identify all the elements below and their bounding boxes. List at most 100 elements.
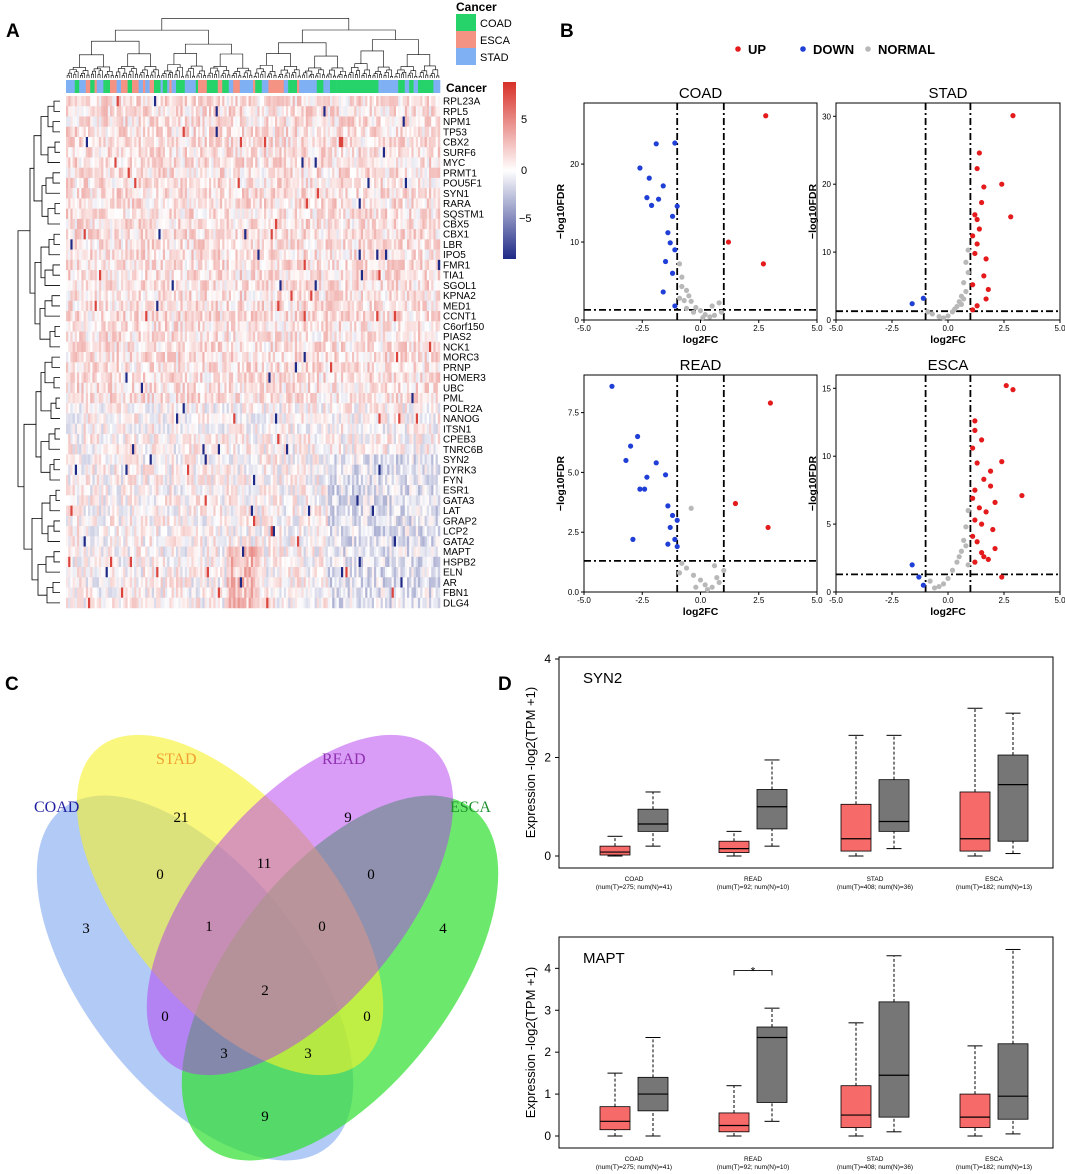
annotation-cell-esca bbox=[198, 80, 203, 93]
heatmap-cell bbox=[270, 311, 274, 322]
heatmap-cell bbox=[389, 106, 392, 117]
heatmap-cell bbox=[422, 126, 425, 138]
heatmap-cell bbox=[226, 300, 230, 312]
heatmap-cell bbox=[162, 167, 166, 179]
heatmap-cell bbox=[167, 116, 170, 127]
heatmap-cell bbox=[277, 280, 280, 291]
heatmap-cell bbox=[402, 341, 406, 353]
heatmap-cell bbox=[182, 259, 186, 271]
heatmap-cell bbox=[200, 177, 203, 189]
heatmap-cell bbox=[154, 147, 157, 158]
heatmap-cell bbox=[319, 311, 322, 322]
heatmap-cell bbox=[101, 300, 104, 312]
heatmap-cell bbox=[74, 239, 78, 250]
heatmap-cell bbox=[360, 341, 364, 353]
heatmap-cell bbox=[426, 362, 430, 373]
heatmap-cell bbox=[176, 106, 179, 117]
heatmap-cell bbox=[257, 321, 260, 332]
heatmap-cell bbox=[294, 126, 298, 138]
heatmap-cell bbox=[250, 136, 254, 148]
heatmap-cell bbox=[68, 136, 71, 148]
heatmap-cell bbox=[358, 362, 362, 373]
heatmap-cell bbox=[431, 249, 434, 261]
heatmap-cell bbox=[424, 321, 428, 332]
heatmap-cell bbox=[402, 259, 406, 271]
heatmap-cell bbox=[244, 352, 247, 363]
column-dendrogram-branch bbox=[360, 50, 384, 68]
heatmap-cell bbox=[424, 249, 428, 261]
heatmap-cell bbox=[257, 341, 260, 353]
heatmap-cell bbox=[336, 280, 340, 291]
heatmap-cell bbox=[385, 331, 388, 343]
heatmap-cell bbox=[316, 218, 320, 230]
heatmap-cell bbox=[367, 218, 370, 230]
heatmap-cell bbox=[266, 198, 269, 209]
heatmap-cell bbox=[127, 362, 131, 373]
heatmap-cell bbox=[345, 331, 348, 343]
heatmap-cell bbox=[154, 290, 157, 302]
heatmap-cell bbox=[233, 188, 236, 199]
heatmap-cell bbox=[110, 188, 113, 199]
heatmap-cell bbox=[206, 188, 210, 199]
heatmap-cell bbox=[193, 126, 197, 138]
heatmap-cell bbox=[413, 167, 417, 179]
heatmap-cell bbox=[105, 270, 109, 281]
heatmap-cell bbox=[281, 136, 285, 148]
heatmap-cell bbox=[202, 218, 205, 230]
heatmap-cell bbox=[228, 321, 232, 332]
row-dendrogram-branch bbox=[47, 146, 60, 163]
heatmap-cell bbox=[433, 126, 436, 138]
heatmap-cell bbox=[327, 341, 331, 353]
heatmap-cell bbox=[151, 239, 155, 250]
heatmap-cell bbox=[191, 362, 194, 373]
heatmap-cell bbox=[358, 116, 362, 127]
heatmap-cell bbox=[275, 96, 278, 107]
heatmap-cell bbox=[433, 280, 436, 291]
heatmap-cell bbox=[156, 372, 159, 383]
heatmap-cell bbox=[189, 136, 192, 148]
heatmap-cell bbox=[418, 167, 421, 179]
heatmap-cell bbox=[314, 341, 318, 353]
heatmap-cell bbox=[356, 198, 359, 209]
heatmap-cell bbox=[182, 311, 186, 322]
heatmap-cell bbox=[376, 147, 379, 158]
heatmap-cell bbox=[422, 208, 425, 220]
heatmap-cell bbox=[426, 208, 430, 220]
heatmap-cell bbox=[325, 362, 329, 373]
heatmap-cell bbox=[134, 198, 137, 209]
heatmap-cell bbox=[266, 372, 269, 383]
heatmap-cell bbox=[110, 331, 113, 343]
heatmap-cell bbox=[303, 249, 307, 261]
heatmap-cell bbox=[151, 352, 155, 363]
heatmap-cell bbox=[162, 188, 166, 199]
heatmap-cell bbox=[169, 331, 172, 343]
heatmap-cell bbox=[156, 259, 159, 271]
heatmap-cell bbox=[380, 270, 384, 281]
heatmap-cell bbox=[382, 280, 386, 291]
heatmap-cell bbox=[105, 290, 109, 302]
heatmap-cell bbox=[184, 229, 188, 240]
heatmap-cell bbox=[435, 321, 439, 332]
heatmap-cell bbox=[437, 311, 441, 322]
heatmap-cell bbox=[264, 177, 267, 189]
heatmap-cell bbox=[83, 147, 87, 158]
heatmap-cell bbox=[114, 372, 117, 383]
heatmap-cell bbox=[413, 96, 417, 107]
annotation-cell-stad bbox=[387, 80, 395, 93]
heatmap-cell bbox=[303, 177, 307, 189]
heatmap-cell bbox=[336, 362, 340, 373]
heatmap-cell bbox=[143, 147, 146, 158]
heatmap-cell bbox=[127, 116, 131, 127]
heatmap-cell bbox=[68, 96, 71, 107]
heatmap-cell bbox=[88, 259, 91, 271]
heatmap-cell bbox=[277, 136, 280, 148]
column-dendrogram-branch bbox=[261, 71, 266, 78]
annotation-cell-stad bbox=[323, 80, 331, 93]
heatmap-cell bbox=[244, 372, 247, 383]
heatmap-cell bbox=[409, 249, 412, 261]
heatmap-cell bbox=[288, 218, 291, 230]
heatmap-cell bbox=[72, 362, 76, 373]
heatmap-cell bbox=[365, 352, 368, 363]
heatmap-cell bbox=[319, 239, 322, 250]
heatmap-cell bbox=[365, 198, 368, 209]
